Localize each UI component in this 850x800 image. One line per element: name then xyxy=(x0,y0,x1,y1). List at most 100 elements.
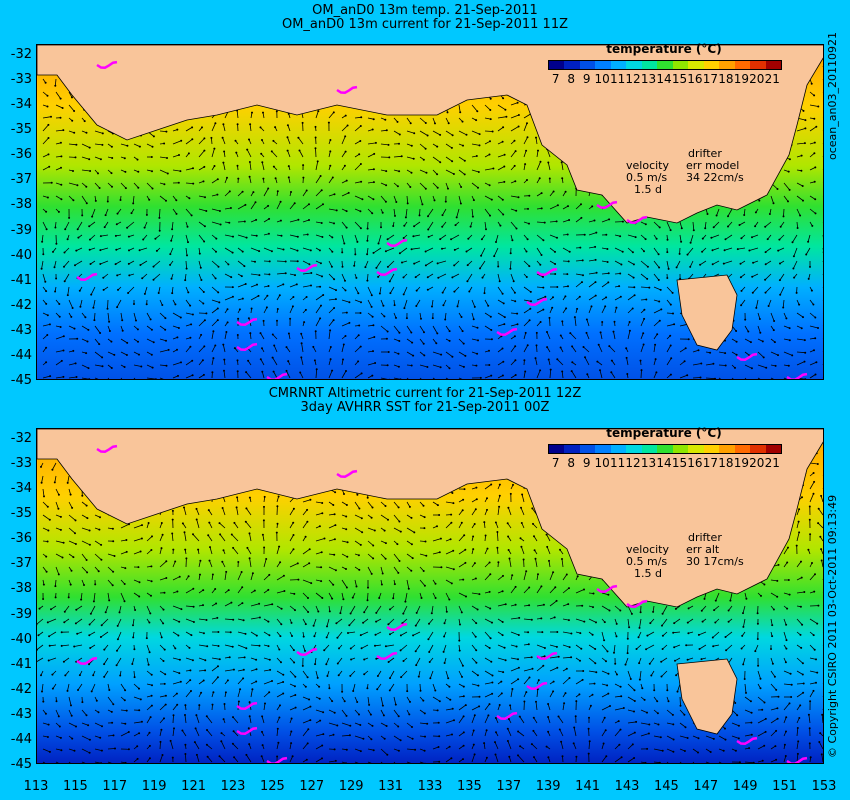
vector-head xyxy=(184,279,187,282)
vector-head xyxy=(410,516,413,519)
vector-head xyxy=(40,465,42,468)
vector-head xyxy=(813,180,816,183)
current-vector xyxy=(570,332,577,340)
vector-head xyxy=(399,378,402,379)
vector-head xyxy=(810,289,813,292)
current-vector xyxy=(68,182,78,186)
current-vector xyxy=(159,561,167,568)
vector-head xyxy=(344,135,347,138)
vector-head xyxy=(58,303,61,305)
vector-head xyxy=(555,599,558,602)
current-vector xyxy=(822,300,823,301)
current-vector xyxy=(744,325,749,332)
vector-head xyxy=(148,621,151,624)
vector-head xyxy=(808,518,811,521)
vector-head xyxy=(814,198,817,201)
vector-head xyxy=(592,592,595,595)
vector-head xyxy=(236,123,239,126)
vector-head xyxy=(495,241,497,243)
current-vector xyxy=(224,247,233,253)
current-vector xyxy=(427,208,434,217)
vector-head xyxy=(170,239,173,242)
current-vector xyxy=(81,514,88,519)
vector-head xyxy=(201,359,204,362)
vector-head xyxy=(490,338,493,341)
vector-head xyxy=(202,373,205,376)
vector-head xyxy=(630,612,633,615)
current-vector xyxy=(809,462,818,465)
current-vector xyxy=(387,260,395,268)
current-vector xyxy=(250,273,260,276)
vector-head xyxy=(517,125,520,128)
current-vector xyxy=(315,189,322,197)
current-vector xyxy=(146,325,153,331)
vector-head xyxy=(644,238,647,241)
current-vector xyxy=(510,114,520,119)
drifter-track xyxy=(376,267,398,276)
vector-head xyxy=(86,340,89,343)
current-vector xyxy=(445,550,454,555)
vector-head xyxy=(800,169,803,172)
current-vector xyxy=(54,260,57,268)
vector-head xyxy=(385,184,388,187)
vector-head xyxy=(323,537,326,540)
vector-head xyxy=(666,251,669,254)
current-vector xyxy=(91,208,96,217)
vector-head xyxy=(539,263,542,266)
vector-head xyxy=(542,308,545,311)
vector-head xyxy=(455,216,458,219)
current-vector xyxy=(438,273,447,279)
vector-head xyxy=(240,275,243,278)
vector-head xyxy=(141,524,143,527)
current-vector xyxy=(484,312,492,318)
current-vector xyxy=(263,247,273,252)
current-vector xyxy=(425,260,434,266)
current-vector xyxy=(415,299,421,307)
current-vector xyxy=(676,260,681,268)
vector-head xyxy=(98,343,101,346)
current-vector xyxy=(64,221,70,230)
vector-head xyxy=(184,548,187,551)
vector-head xyxy=(163,591,166,594)
current-vector xyxy=(705,363,714,366)
vector-head xyxy=(383,315,386,318)
vector-head xyxy=(426,134,429,137)
current-vector xyxy=(107,592,110,601)
vector-head xyxy=(294,274,296,277)
current-vector xyxy=(627,330,631,340)
vector-head xyxy=(648,286,651,289)
current-vector xyxy=(432,130,441,136)
current-vector xyxy=(679,323,688,327)
vector-head xyxy=(524,163,527,166)
vector-head xyxy=(786,561,789,564)
current-vector xyxy=(442,208,447,216)
vector-head xyxy=(233,347,236,350)
current-vector xyxy=(792,234,798,243)
vector-head xyxy=(530,618,533,621)
vector-head xyxy=(804,378,807,379)
vector-head xyxy=(158,229,161,232)
current-vector xyxy=(380,195,387,202)
vector-head xyxy=(424,187,427,190)
current-vector xyxy=(328,358,331,366)
vector-head xyxy=(130,212,133,215)
current-vector xyxy=(536,604,544,607)
current-vector xyxy=(548,560,551,568)
vector-head xyxy=(503,180,506,183)
current-vector xyxy=(237,586,243,594)
current-vector xyxy=(393,514,400,522)
current-vector xyxy=(120,312,123,321)
vector-head xyxy=(308,219,310,221)
vector-head xyxy=(121,329,124,332)
vector-head xyxy=(815,361,818,364)
vector-head xyxy=(319,262,322,265)
vector-head xyxy=(684,347,687,350)
vector-head xyxy=(59,528,62,531)
vector-head xyxy=(764,263,767,266)
vector-head xyxy=(221,507,224,509)
current-vector xyxy=(301,343,304,353)
current-vector xyxy=(263,558,267,568)
vector-head xyxy=(460,611,463,614)
vector-head xyxy=(440,566,443,569)
vector-head xyxy=(86,517,89,520)
